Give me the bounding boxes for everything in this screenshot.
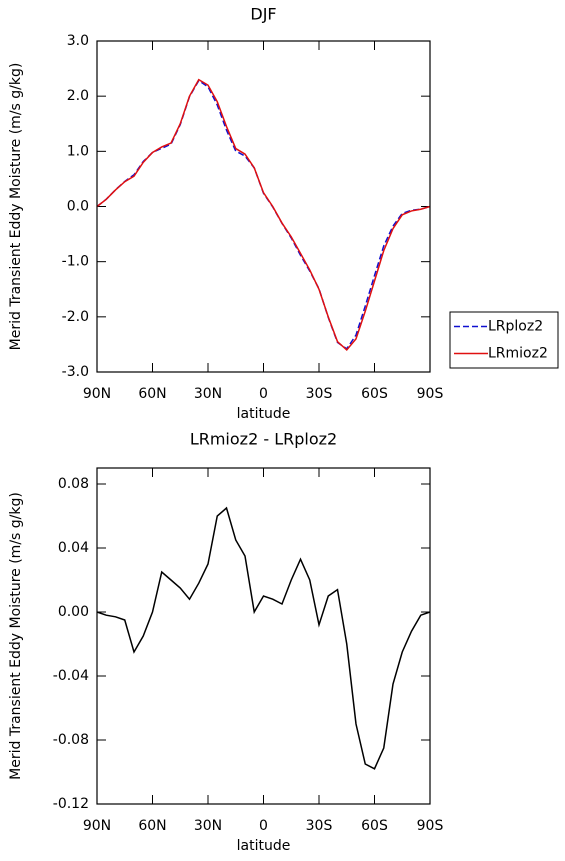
legend-label: LRploz2: [488, 319, 543, 335]
y-tick-label: -0.12: [53, 796, 89, 812]
x-tick-label: 60S: [361, 818, 388, 834]
chart-title: LRmioz2 - LRploz2: [190, 430, 337, 449]
y-tick-label: 1.0: [67, 143, 89, 159]
y-tick-label: -3.0: [62, 364, 89, 380]
x-tick-label: 60S: [361, 386, 388, 402]
y-tick-label: 0.00: [58, 604, 89, 620]
y-tick-label: 2.0: [67, 88, 89, 104]
x-axis-label: latitude: [237, 406, 291, 422]
y-tick-label: 0.0: [67, 199, 89, 215]
y-axis-label: Merid Transient Eddy Moisture (m/s g/kg): [8, 63, 24, 351]
x-tick-label: 60N: [138, 818, 166, 834]
y-tick-label: 0.08: [58, 476, 89, 492]
series-line: [96, 78, 431, 352]
y-tick-label: -2.0: [62, 309, 89, 325]
x-tick-label: 0: [259, 386, 268, 402]
x-tick-label: 90S: [417, 818, 444, 834]
y-tick-label: 3.0: [67, 33, 89, 49]
y-tick-label: -0.04: [53, 668, 89, 684]
plot-frame: [96, 40, 431, 373]
y-tick-label: -0.08: [53, 732, 89, 748]
x-tick-label: 90N: [83, 386, 111, 402]
y-axis-label: Merid Transient Eddy Moisture (m/s g/kg): [8, 492, 24, 780]
x-tick-label: 30N: [194, 386, 222, 402]
x-tick-label: 0: [259, 818, 268, 834]
y-tick-label: -1.0: [62, 254, 89, 270]
series-line: [96, 506, 431, 770]
y-tick-label: 0.04: [58, 540, 89, 556]
legend-box: [449, 311, 559, 369]
chart-title: DJF: [250, 5, 276, 24]
x-tick-label: 90N: [83, 818, 111, 834]
x-tick-label: 30S: [306, 386, 333, 402]
series-line: [96, 79, 431, 350]
x-tick-label: 30N: [194, 818, 222, 834]
x-tick-label: 90S: [417, 386, 444, 402]
legend-label: LRmioz2: [488, 346, 548, 362]
x-axis-label: latitude: [237, 838, 291, 854]
x-tick-label: 30S: [306, 818, 333, 834]
x-tick-label: 60N: [138, 386, 166, 402]
plot-frame: [96, 467, 431, 805]
